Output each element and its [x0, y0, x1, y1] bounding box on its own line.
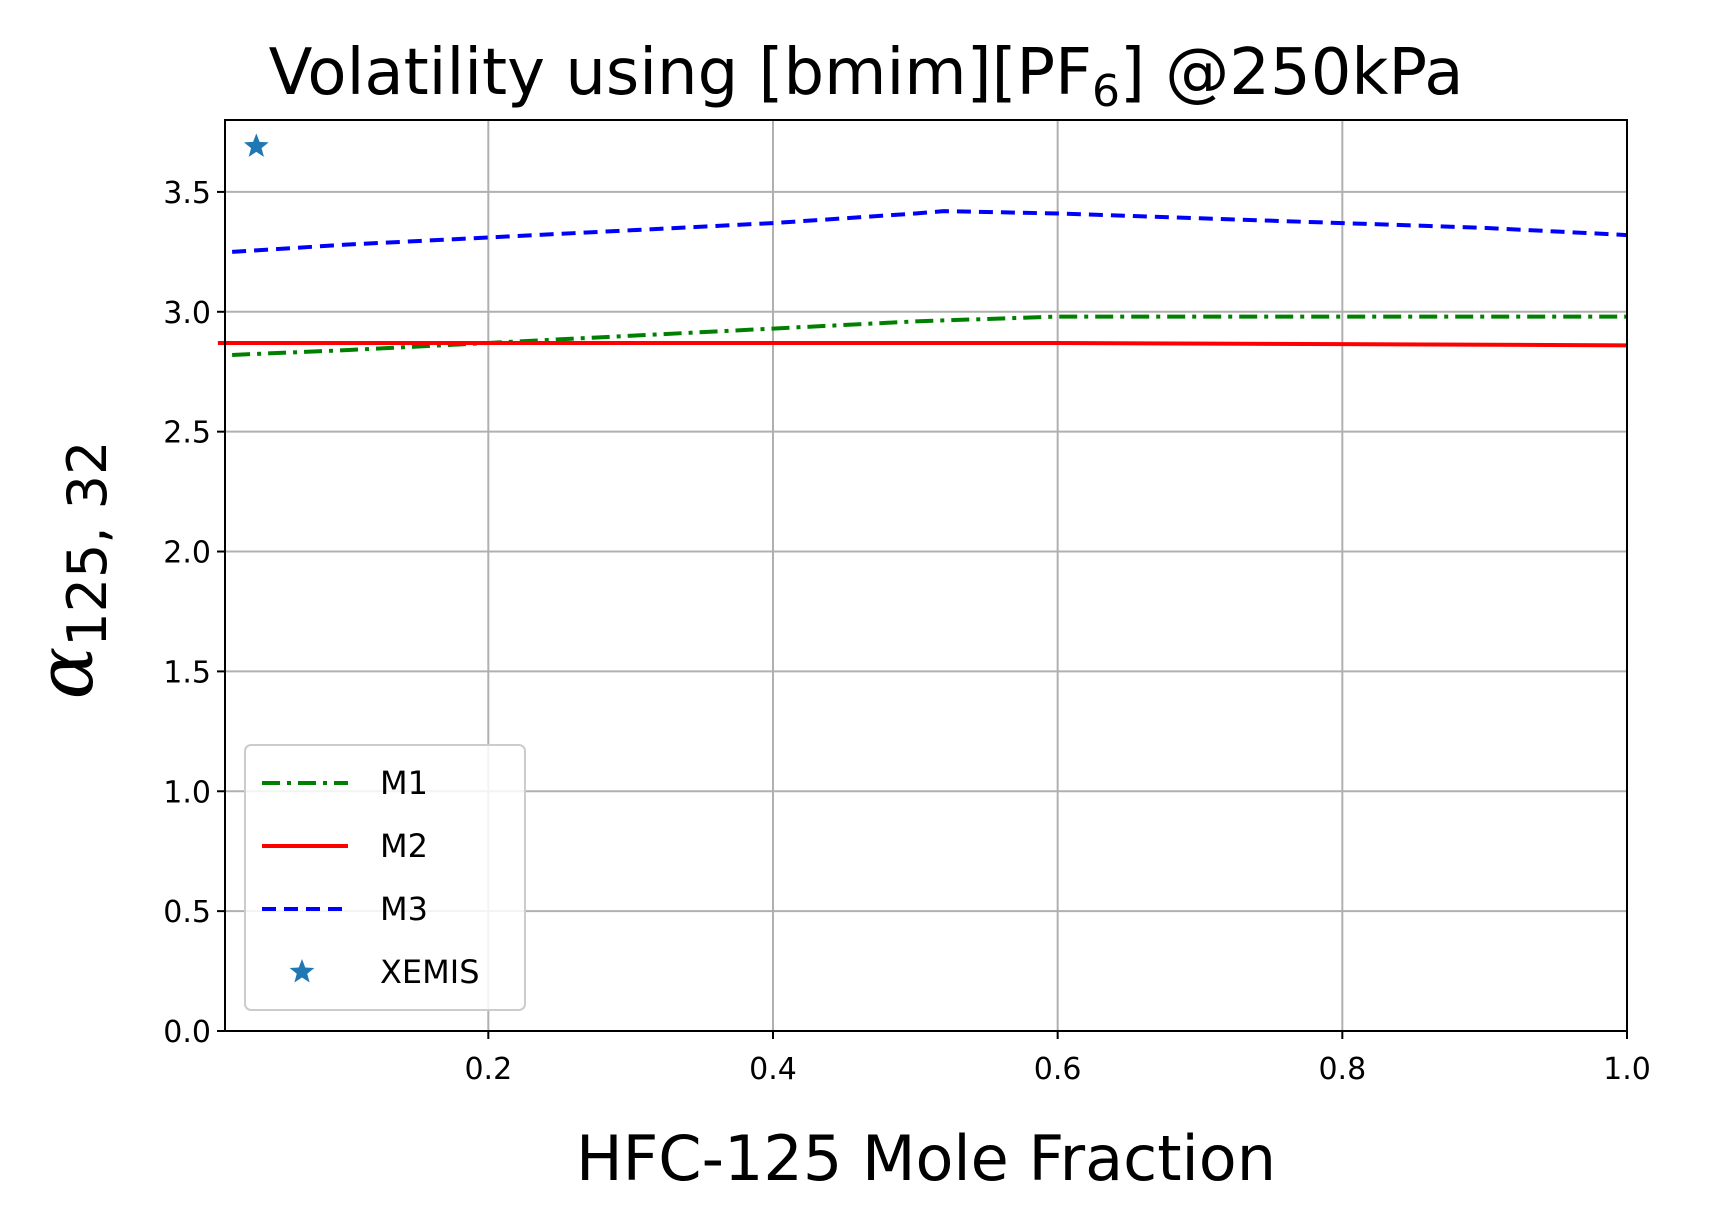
legend-label-m2: M2: [380, 827, 428, 865]
y-axis-label: α125, 32: [21, 441, 119, 700]
y-axis-label-alpha: α: [21, 647, 111, 700]
legend: M1 M2 M3 XEMIS: [244, 744, 526, 1011]
legend-item-m2: M2: [262, 827, 428, 865]
series-m2-line: [217, 340, 1628, 348]
y-tick-label: 1.5: [163, 655, 211, 690]
y-tick-label: 1.0: [163, 775, 211, 810]
series-layer: [217, 133, 1628, 357]
y-tick-layer: 0.0 0.5 1.0 1.5 2.0 2.5 3.0 3.5: [163, 176, 225, 1050]
legend-box: [244, 744, 526, 1011]
x-axis-label: HFC-125 Mole Fraction: [576, 1122, 1276, 1195]
y-tick-label: 2.0: [163, 536, 211, 571]
x-tick-label: 1.0: [1603, 1052, 1651, 1087]
chart-title-main: Volatility using [bmim][PF: [269, 36, 1092, 110]
x-tick-label: 0.6: [1034, 1052, 1082, 1087]
y-tick-label: 2.5: [163, 416, 211, 451]
legend-label-m3: M3: [380, 890, 428, 928]
y-tick-label: 0.0: [163, 1015, 211, 1050]
chart-title: Volatility using [bmim][PF6] @250kPa: [269, 36, 1464, 117]
series-xemis-point: [243, 133, 269, 157]
y-tick-label: 0.5: [163, 895, 211, 930]
chart-title-subscript: 6: [1092, 66, 1120, 117]
legend-label-m1: M1: [380, 764, 428, 802]
legend-item-m3: M3: [262, 890, 428, 928]
x-tick-label: 0.4: [749, 1052, 797, 1087]
legend-item-xemis: XEMIS: [289, 953, 480, 991]
series-m3-line: [231, 209, 1628, 254]
x-tick-layer: 0.2 0.4 0.6 0.8 1.0: [464, 1031, 1651, 1087]
legend-item-m1: M1: [262, 764, 428, 802]
x-tick-label: 0.8: [1318, 1052, 1366, 1087]
y-tick-label: 3.5: [163, 176, 211, 211]
x-tick-label: 0.2: [464, 1052, 512, 1087]
y-tick-label: 3.0: [163, 296, 211, 331]
y-axis-label-subscript: 125, 32: [56, 441, 119, 647]
legend-swatch-xemis: [289, 959, 315, 983]
legend-label-xemis: XEMIS: [380, 953, 480, 991]
chart-title-suffix: ] @250kPa: [1120, 36, 1463, 110]
plot-frame: [224, 119, 1628, 1032]
series-m1-line: [232, 314, 1627, 357]
